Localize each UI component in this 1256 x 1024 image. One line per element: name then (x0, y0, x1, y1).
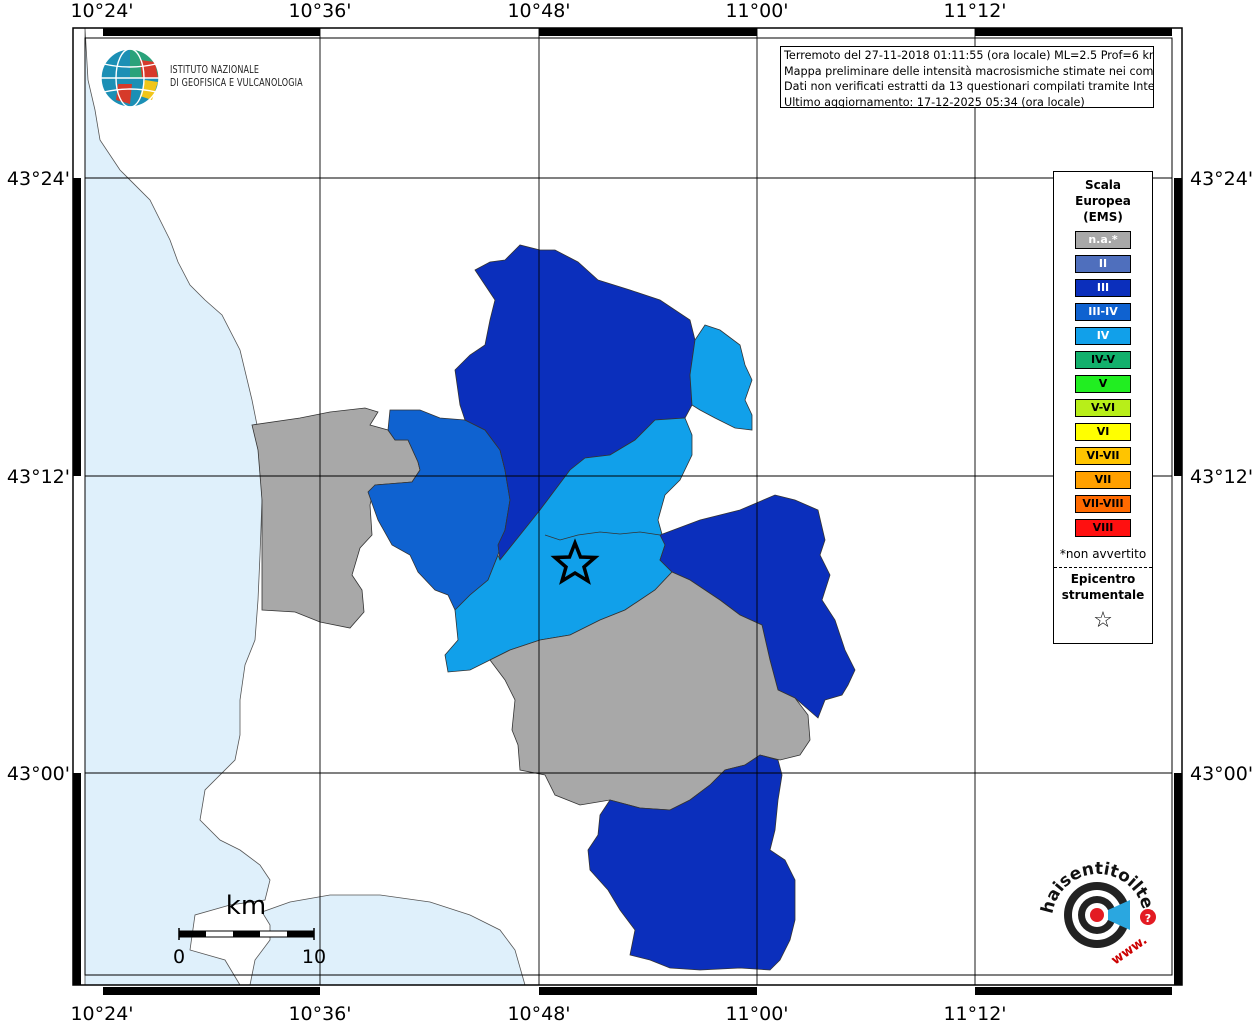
lon-label-bottom-5: 11°12' (943, 1003, 1006, 1024)
sea-area (84, 27, 271, 986)
epicenter-star-icon (550, 538, 600, 585)
info-line-1: Terremoto del 27-11-2018 01:11:55 (ora l… (784, 49, 1154, 62)
lat-label-left-1: 43°24' (7, 168, 70, 190)
legend-epicenter-line1: Epicentro (1070, 572, 1136, 586)
municipality-na-west (251, 407, 421, 629)
lon-label-top-1: 10°24' (70, 0, 133, 22)
info-line-4: Ultimo aggiornamento: 17-12-2025 05:34 (… (784, 95, 1085, 108)
lat-label-left-3: 43°00' (7, 763, 70, 785)
lon-label-top-3: 10°48' (507, 0, 570, 22)
legend-item: VII-VIII (1075, 495, 1131, 513)
info-line-2: Mappa preliminare delle intensità macros… (784, 64, 1154, 78)
scale-bar: km 0 10 (173, 891, 326, 968)
lon-label-top-4: 11°00' (725, 0, 788, 22)
lat-label-left-2: 43°12' (7, 466, 70, 488)
legend-item: VIII (1075, 519, 1131, 537)
legend-title-line1: Scala (1084, 178, 1122, 192)
legend-item: IV (1075, 327, 1131, 345)
legend-item: II (1075, 255, 1131, 273)
gulf-area (249, 894, 526, 986)
legend-note: *non avvertito (1059, 547, 1147, 561)
ingv-logo-icon (100, 48, 160, 108)
legend-epicenter-line2: strumentale (1061, 588, 1145, 602)
ems-legend: Scala Europea (EMS) n.a.* II III III-IV IV IV… (1053, 171, 1153, 644)
svg-text:?: ? (1145, 912, 1151, 925)
legend-title: Scala Europea (EMS) (1054, 177, 1152, 225)
legend-item: VI (1075, 423, 1131, 441)
legend-item: III (1075, 279, 1131, 297)
legend-star-icon: ☆ (1093, 608, 1113, 633)
legend-item: V (1075, 375, 1131, 393)
coordinate-grid (85, 28, 1172, 985)
legend-item: III-IV (1075, 303, 1131, 321)
legend-title-line2: Europea (1075, 194, 1131, 208)
lon-label-bottom-1: 10°24' (70, 1003, 133, 1024)
ingv-logo-text: ISTITUTO NAZIONALE DI GEOFISICA E VULCAN… (170, 64, 303, 90)
legend-separator (1054, 567, 1152, 568)
legend-items: n.a.* II III III-IV IV IV-V V V-VI VI VI-VII VII VI… (1054, 231, 1152, 537)
municipality-iv-northeast (689, 324, 753, 431)
legend-item: IV-V (1075, 351, 1131, 369)
municipality-iii-south (587, 754, 796, 971)
legend-item: VII (1075, 471, 1131, 489)
map-frame (72, 27, 1183, 995)
legend-title-line3: (EMS) (1083, 210, 1123, 224)
scale-unit-label: km (226, 891, 266, 921)
legend-item: V-VI (1075, 399, 1131, 417)
lat-label-right-3: 43°00' (1190, 763, 1253, 785)
legend-epicenter-label: Epicentro strumentale (1054, 571, 1152, 603)
legend-item: n.a.* (1075, 231, 1131, 249)
ingv-name-line1: ISTITUTO NAZIONALE (170, 64, 260, 76)
legend-item: VI-VII (1075, 447, 1131, 465)
lat-label-right-2: 43°12' (1190, 466, 1253, 488)
ingv-name-line2: DI GEOFISICA E VULCANOLOGIA (170, 77, 303, 89)
municipality-na-south (489, 571, 811, 811)
lon-label-top-2: 10°36' (288, 0, 351, 22)
river-line (544, 531, 661, 541)
lon-label-top-5: 11°12' (943, 0, 1006, 22)
scale-end-label: 10 (302, 946, 326, 968)
scale-start-label: 0 (173, 946, 185, 968)
lon-label-bottom-2: 10°36' (288, 1003, 351, 1024)
lat-label-right-1: 43°24' (1190, 168, 1253, 190)
info-line-3: Dati non verificati estratti da 13 quest… (784, 80, 1154, 93)
lon-label-bottom-3: 10°48' (507, 1003, 570, 1024)
lon-label-bottom-4: 11°00' (725, 1003, 788, 1024)
event-info-box: Terremoto del 27-11-2018 01:11:55 (ora l… (780, 46, 1154, 108)
